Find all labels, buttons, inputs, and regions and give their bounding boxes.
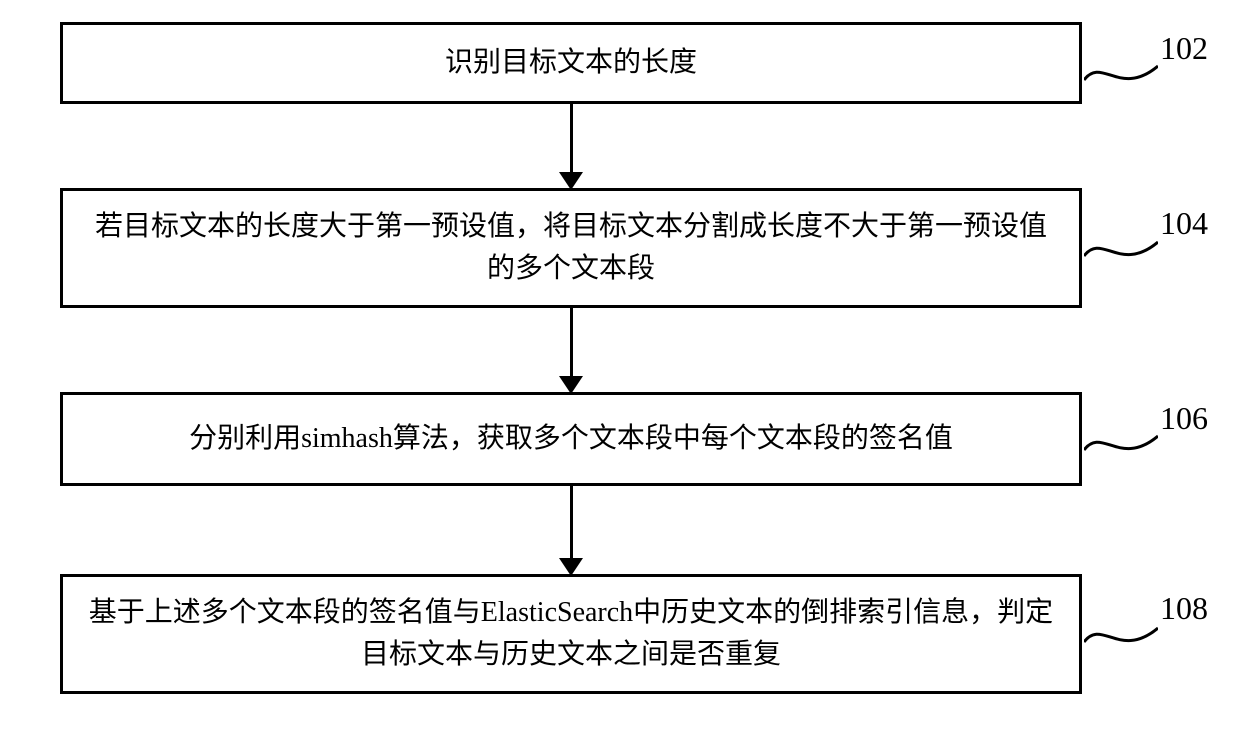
node-label-104: 104 [1160,205,1208,242]
node-label-106: 106 [1160,400,1208,437]
connector-tilde [1084,58,1158,90]
edge-102-104 [570,104,573,174]
flow-node-108: 基于上述多个文本段的签名值与ElasticSearch中历史文本的倒排索引信息，… [60,574,1082,694]
flow-node-106: 分别利用simhash算法，获取多个文本段中每个文本段的签名值 [60,392,1082,486]
node-text: 识别目标文本的长度 [445,42,697,84]
edge-104-106 [570,308,573,378]
node-text: 若目标文本的长度大于第一预设值，将目标文本分割成长度不大于第一预设值的多个文本段 [83,206,1059,290]
connector-tilde [1084,234,1158,266]
node-label-108: 108 [1160,590,1208,627]
flowchart-canvas: 识别目标文本的长度 102 若目标文本的长度大于第一预设值，将目标文本分割成长度… [0,0,1240,748]
connector-tilde [1084,428,1158,460]
node-text: 基于上述多个文本段的签名值与ElasticSearch中历史文本的倒排索引信息，… [83,592,1059,676]
node-label-102: 102 [1160,30,1208,67]
node-text: 分别利用simhash算法，获取多个文本段中每个文本段的签名值 [189,418,953,460]
flow-node-104: 若目标文本的长度大于第一预设值，将目标文本分割成长度不大于第一预设值的多个文本段 [60,188,1082,308]
connector-tilde [1084,620,1158,652]
edge-106-108 [570,486,573,560]
flow-node-102: 识别目标文本的长度 [60,22,1082,104]
